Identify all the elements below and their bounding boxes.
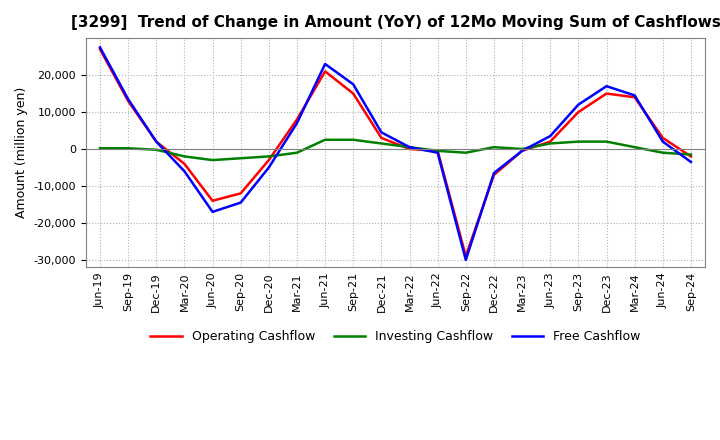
Free Cashflow — [124, 96, 132, 102]
Operating Cashflow — [490, 172, 498, 177]
Operating Cashflow — [96, 47, 104, 52]
Investing Cashflow — [377, 141, 386, 146]
Investing Cashflow — [236, 156, 245, 161]
Operating Cashflow — [349, 91, 358, 96]
Free Cashflow — [687, 159, 696, 165]
Operating Cashflow — [377, 135, 386, 140]
Line: Operating Cashflow: Operating Cashflow — [100, 49, 691, 256]
Free Cashflow — [152, 139, 161, 144]
Investing Cashflow — [574, 139, 582, 144]
Free Cashflow — [433, 150, 442, 155]
Investing Cashflow — [462, 150, 470, 155]
Investing Cashflow — [152, 147, 161, 152]
Operating Cashflow — [405, 147, 414, 152]
Operating Cashflow — [292, 117, 301, 122]
Operating Cashflow — [433, 148, 442, 154]
Line: Free Cashflow: Free Cashflow — [100, 48, 691, 260]
Investing Cashflow — [124, 146, 132, 151]
Free Cashflow — [321, 61, 330, 66]
Y-axis label: Amount (million yen): Amount (million yen) — [15, 87, 28, 218]
Investing Cashflow — [659, 150, 667, 155]
Title: [3299]  Trend of Change in Amount (YoY) of 12Mo Moving Sum of Cashflows: [3299] Trend of Change in Amount (YoY) o… — [71, 15, 720, 30]
Operating Cashflow — [264, 158, 273, 163]
Operating Cashflow — [321, 69, 330, 74]
Free Cashflow — [630, 93, 639, 98]
Operating Cashflow — [687, 154, 696, 159]
Investing Cashflow — [349, 137, 358, 143]
Free Cashflow — [292, 121, 301, 126]
Free Cashflow — [349, 82, 358, 87]
Free Cashflow — [264, 165, 273, 170]
Free Cashflow — [518, 148, 526, 154]
Line: Investing Cashflow: Investing Cashflow — [100, 140, 691, 160]
Operating Cashflow — [208, 198, 217, 203]
Operating Cashflow — [124, 98, 132, 103]
Operating Cashflow — [180, 161, 189, 166]
Investing Cashflow — [630, 144, 639, 150]
Operating Cashflow — [574, 110, 582, 115]
Investing Cashflow — [546, 141, 554, 146]
Operating Cashflow — [546, 139, 554, 144]
Free Cashflow — [180, 169, 189, 174]
Legend: Operating Cashflow, Investing Cashflow, Free Cashflow: Operating Cashflow, Investing Cashflow, … — [145, 325, 646, 348]
Free Cashflow — [546, 133, 554, 139]
Operating Cashflow — [462, 253, 470, 259]
Free Cashflow — [236, 200, 245, 205]
Investing Cashflow — [180, 154, 189, 159]
Free Cashflow — [208, 209, 217, 214]
Free Cashflow — [462, 257, 470, 263]
Investing Cashflow — [321, 137, 330, 143]
Investing Cashflow — [687, 152, 696, 157]
Free Cashflow — [377, 130, 386, 135]
Free Cashflow — [490, 170, 498, 176]
Investing Cashflow — [405, 144, 414, 150]
Operating Cashflow — [659, 135, 667, 140]
Free Cashflow — [96, 45, 104, 50]
Free Cashflow — [574, 102, 582, 107]
Investing Cashflow — [96, 146, 104, 151]
Operating Cashflow — [602, 91, 611, 96]
Investing Cashflow — [602, 139, 611, 144]
Investing Cashflow — [264, 154, 273, 159]
Investing Cashflow — [518, 147, 526, 152]
Investing Cashflow — [490, 144, 498, 150]
Investing Cashflow — [292, 150, 301, 155]
Operating Cashflow — [518, 148, 526, 154]
Operating Cashflow — [630, 95, 639, 100]
Operating Cashflow — [236, 191, 245, 196]
Free Cashflow — [602, 84, 611, 89]
Free Cashflow — [659, 139, 667, 144]
Operating Cashflow — [152, 139, 161, 144]
Investing Cashflow — [208, 158, 217, 163]
Free Cashflow — [405, 144, 414, 150]
Investing Cashflow — [433, 148, 442, 154]
